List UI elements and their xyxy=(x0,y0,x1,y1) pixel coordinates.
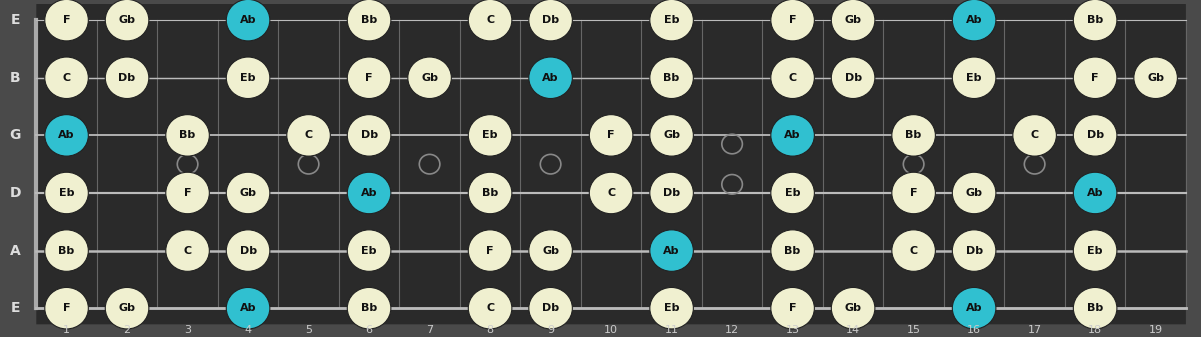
Circle shape xyxy=(528,57,573,98)
Circle shape xyxy=(166,172,209,214)
Text: Eb: Eb xyxy=(1087,246,1103,255)
Circle shape xyxy=(347,0,390,41)
Text: F: F xyxy=(486,246,494,255)
Circle shape xyxy=(106,287,149,329)
Text: Eb: Eb xyxy=(664,15,680,25)
Circle shape xyxy=(1074,172,1117,214)
Text: Ab: Ab xyxy=(59,130,74,141)
Circle shape xyxy=(831,0,874,41)
Circle shape xyxy=(1074,287,1117,329)
Circle shape xyxy=(106,57,149,98)
Text: 11: 11 xyxy=(664,325,679,335)
Text: C: C xyxy=(909,246,918,255)
Circle shape xyxy=(468,115,512,156)
Circle shape xyxy=(226,57,270,98)
Text: E: E xyxy=(11,13,20,27)
Text: Gb: Gb xyxy=(422,73,438,83)
Circle shape xyxy=(771,57,814,98)
Circle shape xyxy=(1074,57,1117,98)
Text: Ab: Ab xyxy=(966,303,982,313)
Circle shape xyxy=(892,115,936,156)
Text: Eb: Eb xyxy=(784,188,800,198)
Text: Db: Db xyxy=(542,303,560,313)
Text: Db: Db xyxy=(119,73,136,83)
Circle shape xyxy=(1074,230,1117,271)
Text: F: F xyxy=(62,15,71,25)
Circle shape xyxy=(650,172,693,214)
Text: 9: 9 xyxy=(546,325,554,335)
Text: 8: 8 xyxy=(486,325,494,335)
Text: Bb: Bb xyxy=(179,130,196,141)
Circle shape xyxy=(226,0,270,41)
Text: Eb: Eb xyxy=(362,246,377,255)
Text: Ab: Ab xyxy=(663,246,680,255)
Text: E: E xyxy=(11,301,20,315)
Circle shape xyxy=(771,0,814,41)
Text: C: C xyxy=(607,188,615,198)
Circle shape xyxy=(1074,115,1117,156)
Text: C: C xyxy=(1030,130,1039,141)
Text: 10: 10 xyxy=(604,325,619,335)
Circle shape xyxy=(44,0,89,41)
Circle shape xyxy=(468,230,512,271)
Circle shape xyxy=(528,287,573,329)
Circle shape xyxy=(590,115,633,156)
Text: Gb: Gb xyxy=(844,303,861,313)
Text: B: B xyxy=(10,71,20,85)
Text: 19: 19 xyxy=(1148,325,1163,335)
Text: Ab: Ab xyxy=(240,15,256,25)
Text: 5: 5 xyxy=(305,325,312,335)
Text: C: C xyxy=(305,130,312,141)
Text: F: F xyxy=(789,15,796,25)
Text: Eb: Eb xyxy=(664,303,680,313)
Circle shape xyxy=(226,230,270,271)
Text: F: F xyxy=(608,130,615,141)
Text: 4: 4 xyxy=(245,325,252,335)
Text: Db: Db xyxy=(239,246,257,255)
Circle shape xyxy=(44,230,89,271)
Circle shape xyxy=(1074,0,1117,41)
Circle shape xyxy=(347,230,390,271)
Circle shape xyxy=(528,230,573,271)
Text: C: C xyxy=(789,73,796,83)
Circle shape xyxy=(771,230,814,271)
Text: Gb: Gb xyxy=(844,15,861,25)
Circle shape xyxy=(952,0,996,41)
Circle shape xyxy=(166,230,209,271)
Text: 7: 7 xyxy=(426,325,434,335)
Circle shape xyxy=(650,57,693,98)
Text: Gb: Gb xyxy=(119,15,136,25)
Text: Eb: Eb xyxy=(59,188,74,198)
FancyBboxPatch shape xyxy=(36,4,1185,324)
Circle shape xyxy=(650,287,693,329)
Text: C: C xyxy=(486,303,494,313)
Circle shape xyxy=(44,57,89,98)
Text: Gb: Gb xyxy=(239,188,257,198)
Text: 13: 13 xyxy=(785,325,800,335)
Text: Db: Db xyxy=(360,130,377,141)
Text: F: F xyxy=(1092,73,1099,83)
Text: Ab: Ab xyxy=(360,188,377,198)
Circle shape xyxy=(831,287,874,329)
Circle shape xyxy=(468,0,512,41)
Text: 12: 12 xyxy=(725,325,739,335)
Circle shape xyxy=(952,172,996,214)
Circle shape xyxy=(1012,115,1057,156)
Text: F: F xyxy=(365,73,372,83)
Circle shape xyxy=(468,287,512,329)
Text: Ab: Ab xyxy=(240,303,256,313)
Text: 17: 17 xyxy=(1028,325,1041,335)
Circle shape xyxy=(226,287,270,329)
Text: Bb: Bb xyxy=(784,246,801,255)
Text: F: F xyxy=(910,188,918,198)
Circle shape xyxy=(771,287,814,329)
Circle shape xyxy=(44,287,89,329)
Circle shape xyxy=(166,115,209,156)
Text: Ab: Ab xyxy=(784,130,801,141)
Text: Db: Db xyxy=(1087,130,1104,141)
Text: Db: Db xyxy=(663,188,680,198)
Circle shape xyxy=(347,57,390,98)
Circle shape xyxy=(952,287,996,329)
Text: 2: 2 xyxy=(124,325,131,335)
